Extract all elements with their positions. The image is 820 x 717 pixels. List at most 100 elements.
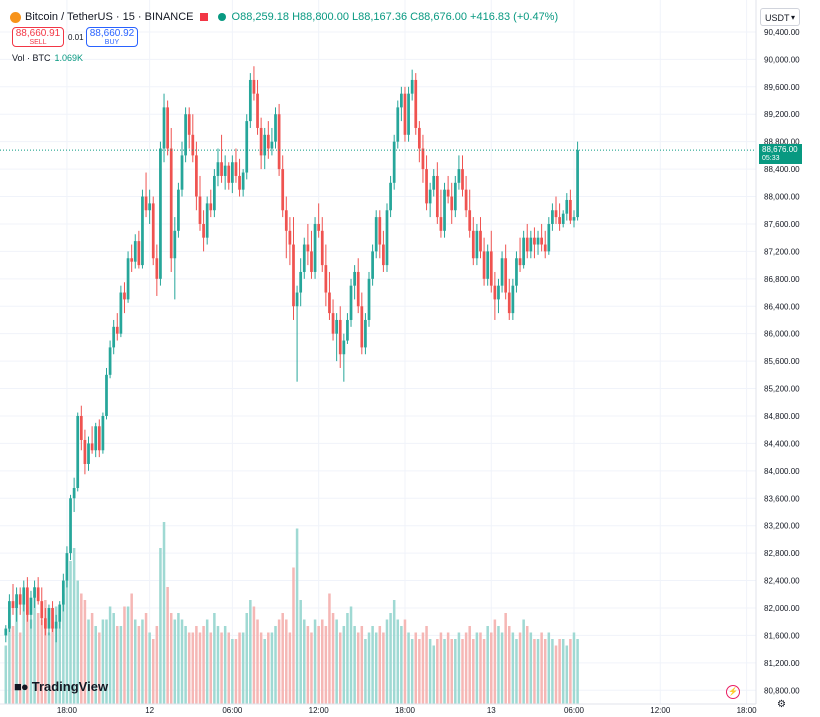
price-tick-label: 86,400.00: [764, 302, 800, 311]
price-tick-label: 89,200.00: [764, 110, 800, 119]
candle-body: [295, 292, 299, 307]
candle-body: [450, 196, 454, 211]
time-tick-label: 18:00: [395, 706, 416, 715]
volume-bar: [349, 606, 353, 704]
price-tick-label: 87,600.00: [764, 220, 800, 229]
sell-label: SELL: [29, 39, 47, 46]
candle-body: [468, 210, 472, 231]
candle-body: [133, 241, 137, 262]
candle-body: [576, 150, 579, 218]
volume-bar: [472, 639, 475, 704]
currency-select[interactable]: USDT ▾: [760, 8, 800, 26]
volume-bar: [259, 632, 263, 704]
candle-body: [561, 213, 565, 224]
volume-bar: [428, 639, 432, 704]
candle-body: [324, 265, 328, 293]
volume-bar: [321, 619, 324, 704]
candle-body: [313, 223, 317, 272]
volume-legend[interactable]: Vol · BTC 1.069K: [12, 53, 83, 63]
candle-body: [432, 175, 436, 190]
volume-bar: [105, 619, 108, 704]
volume-bar: [119, 626, 123, 704]
volume-bar: [277, 619, 281, 704]
candle-body: [507, 292, 511, 314]
candle-body: [51, 607, 54, 629]
volume-bar: [518, 632, 522, 704]
candle-body: [90, 443, 94, 451]
candle-body: [543, 244, 547, 252]
buy-button[interactable]: 88,660.92 BUY: [86, 27, 138, 47]
volume-bar: [479, 632, 482, 704]
volume-bar: [173, 619, 177, 704]
candle-body: [83, 439, 87, 464]
price-axis: 90,400.00 90,000.00 89,600.00 89,200.00 88,8…: [764, 28, 800, 695]
volume-bar: [292, 567, 295, 704]
candle-body: [569, 199, 572, 221]
currency-value: USDT: [765, 13, 790, 23]
volume-bar: [572, 632, 576, 704]
volume-bar: [536, 639, 540, 704]
candle-body: [471, 230, 475, 259]
volume-bar: [486, 626, 489, 704]
volume-bar: [446, 632, 450, 704]
candle-body: [274, 114, 277, 142]
candle-body: [353, 271, 356, 286]
candle-body: [425, 169, 428, 204]
volume-bar: [410, 639, 414, 704]
candle-body: [292, 244, 295, 307]
candle-body: [11, 601, 15, 608]
candle-body: [486, 251, 490, 279]
candle-body: [126, 258, 130, 300]
volume-bar: [346, 613, 349, 704]
candle-body: [335, 319, 339, 334]
candle-body: [69, 498, 72, 554]
candle-body: [529, 237, 533, 252]
candle-body: [475, 230, 479, 259]
candle-body: [61, 580, 65, 605]
volume-bar: [353, 626, 356, 704]
symbol-header[interactable]: Bitcoin / TetherUS · 15 · BINANCE O88,25…: [10, 9, 558, 25]
candle-body: [173, 230, 177, 259]
candle-body: [396, 107, 400, 142]
candle-body: [522, 237, 526, 266]
bar-countdown: 05:33: [762, 155, 780, 163]
volume-bar: [22, 593, 26, 704]
tradingview-mark-icon: ■●: [14, 679, 29, 694]
volume-bar: [162, 522, 166, 704]
symbol-title[interactable]: Bitcoin / TetherUS · 15 · BINANCE: [25, 11, 194, 23]
volume-bar: [195, 626, 198, 704]
volume-bar: [134, 619, 137, 704]
volume-bar: [515, 639, 518, 704]
last-price-value: 88,676.00: [762, 145, 798, 155]
time-tick-label: 12: [145, 706, 154, 715]
volume-bar: [191, 632, 195, 704]
volume-bar: [166, 587, 169, 704]
lightning-icon[interactable]: ⚡: [726, 685, 740, 699]
candle-body: [209, 203, 213, 211]
volume-bar: [288, 632, 292, 704]
settings-icon[interactable]: ⚙: [777, 699, 786, 710]
candle-body: [511, 285, 515, 314]
candle-body: [245, 121, 249, 173]
volume-bar: [116, 626, 119, 704]
volume-bar: [216, 626, 220, 704]
candle-body: [302, 244, 306, 272]
volume-bar: [400, 626, 403, 704]
candle-body: [263, 134, 267, 156]
volume-bar: [94, 626, 97, 704]
volume-bar: [324, 626, 328, 704]
volume-bar: [367, 632, 371, 704]
sell-button[interactable]: 88,660.91 SELL: [12, 27, 64, 47]
volume-bar: [392, 600, 396, 704]
volume-bar: [234, 639, 238, 704]
tradingview-logo[interactable]: ■● TradingView: [14, 679, 108, 694]
candle-body: [360, 306, 364, 348]
candle-body: [141, 196, 144, 266]
volume-bar: [303, 619, 306, 704]
ohlc-values: O88,259.18 H88,800.00 L88,167.36 C88,676…: [231, 11, 559, 23]
price-tick-label: 84,400.00: [764, 439, 800, 448]
volume-bar: [40, 619, 44, 704]
volume-bar: [267, 632, 270, 704]
volume-bar: [274, 626, 277, 704]
